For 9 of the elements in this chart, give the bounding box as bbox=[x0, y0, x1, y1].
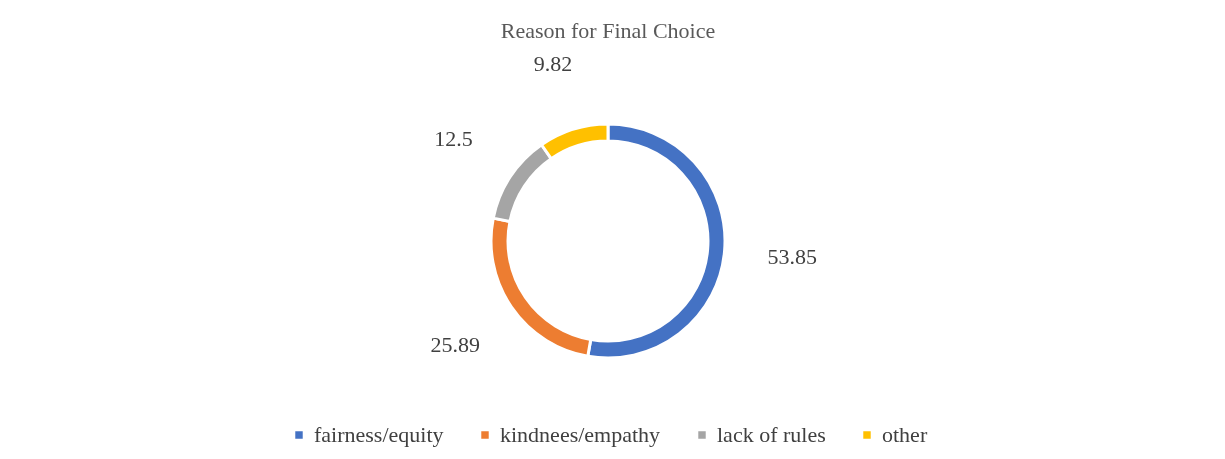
chart-title: Reason for Final Choice bbox=[500, 18, 716, 44]
data-label: 25.89 bbox=[430, 332, 481, 358]
data-label: 53.85 bbox=[767, 244, 818, 270]
legend-label: fairness/equity bbox=[314, 422, 444, 447]
legend-label: other bbox=[882, 422, 928, 447]
legend-label: kindnees/empathy bbox=[500, 422, 661, 447]
legend-label: lack of rules bbox=[717, 422, 826, 447]
data-label: 9.82 bbox=[533, 51, 573, 77]
data-label: 12.5 bbox=[434, 126, 473, 152]
